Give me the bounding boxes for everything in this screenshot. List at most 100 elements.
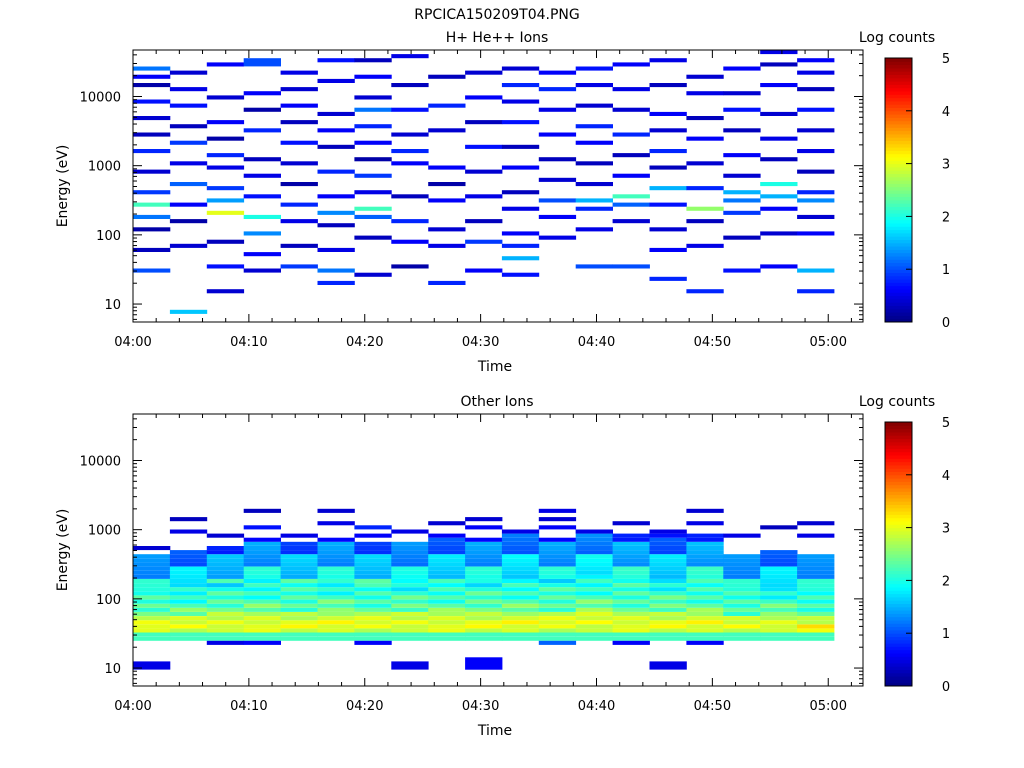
heatmap-cell xyxy=(133,628,171,633)
heatmap-cell xyxy=(133,578,171,583)
heatmap-cell xyxy=(354,272,392,277)
panel-title: H+ He++ Ions xyxy=(446,30,549,46)
colorbar-tick-label: 5 xyxy=(942,52,950,67)
heatmap-cell xyxy=(501,628,540,633)
heatmap-cell xyxy=(317,611,355,616)
heatmap-cell xyxy=(465,595,503,600)
heatmap-cell xyxy=(612,107,650,112)
heatmap-cell xyxy=(538,132,577,137)
heatmap-cell xyxy=(428,624,466,629)
heatmap-cell xyxy=(243,607,281,612)
heatmap-cell xyxy=(575,140,613,145)
heatmap-cell xyxy=(243,636,281,641)
heatmap-cell xyxy=(243,562,281,567)
heatmap-cell xyxy=(243,157,281,162)
heatmap-cell xyxy=(686,603,724,608)
heatmap-cell xyxy=(723,599,761,604)
heatmap-cell xyxy=(649,628,687,633)
heatmap-cell xyxy=(723,190,761,195)
heatmap-cell xyxy=(317,595,355,600)
heatmap-cell xyxy=(391,574,429,579)
heatmap-cell xyxy=(612,632,650,637)
heatmap-cell xyxy=(686,550,724,555)
heatmap-cell xyxy=(354,173,392,178)
heatmap-cell xyxy=(280,541,318,546)
heatmap-cell xyxy=(317,550,355,555)
heatmap-cell xyxy=(723,235,761,240)
heatmap-cell xyxy=(649,533,687,538)
heatmap-cell xyxy=(133,149,171,154)
heatmap-cell xyxy=(797,636,835,641)
colorbar-tick-label: 1 xyxy=(942,263,950,278)
heatmap-cell xyxy=(280,70,318,75)
heatmap-cell xyxy=(797,603,835,608)
heatmap-cell xyxy=(612,62,650,67)
heatmap-cell xyxy=(501,620,540,625)
heatmap-cell xyxy=(723,107,761,112)
heatmap-cell xyxy=(649,603,687,608)
y-axis: 10 100 1000 10000 Energy (eV) xyxy=(55,418,863,684)
heatmap-cell xyxy=(206,566,245,571)
heatmap-cell xyxy=(206,120,245,125)
heatmap-cell xyxy=(169,562,208,567)
heatmap-cell xyxy=(169,595,208,600)
heatmap-cell xyxy=(465,591,503,596)
heatmap-cell xyxy=(723,566,761,571)
heatmap-cell xyxy=(133,570,171,575)
heatmap-cell xyxy=(317,111,355,116)
heatmap-cell xyxy=(428,607,466,612)
heatmap-cell xyxy=(649,607,687,612)
heatmap-cell xyxy=(354,157,392,162)
heatmap-cell xyxy=(169,611,208,616)
heatmap-cell xyxy=(649,276,687,281)
heatmap-cell xyxy=(760,636,798,641)
heatmap-cell xyxy=(169,570,208,575)
heatmap-cell xyxy=(206,558,245,563)
heatmap-cell xyxy=(169,124,208,129)
heatmap-cell xyxy=(428,570,466,575)
heatmap-cell xyxy=(649,227,687,232)
heatmap-cell xyxy=(354,190,392,195)
heatmap-cell xyxy=(354,554,392,559)
heatmap-cell xyxy=(465,194,503,199)
heatmap-cell xyxy=(133,546,171,551)
heatmap-cell xyxy=(760,157,798,162)
heatmap-cell xyxy=(612,620,650,625)
heatmap-cell xyxy=(612,521,650,526)
heatmap-cell xyxy=(428,636,466,641)
heatmap-cell xyxy=(760,591,798,596)
heatmap-cell xyxy=(206,595,245,600)
heatmap-cell xyxy=(612,595,650,600)
heatmap-cell xyxy=(797,554,835,559)
heatmap-cell xyxy=(575,546,613,551)
heatmap-cell xyxy=(391,54,429,59)
heatmap-cell xyxy=(797,562,835,567)
heatmap-cell xyxy=(538,587,577,592)
heatmap-cell xyxy=(243,603,281,608)
heatmap-cell xyxy=(133,620,171,625)
heatmap-cell xyxy=(391,566,429,571)
heatmap-cell xyxy=(280,591,318,596)
heatmap-cell xyxy=(501,537,540,542)
heatmap-cell xyxy=(575,529,613,534)
heatmap-cell xyxy=(575,566,613,571)
heatmap-cell xyxy=(428,611,466,616)
heatmap-cell xyxy=(575,591,613,596)
heatmap-cell xyxy=(428,595,466,600)
heatmap-cell xyxy=(391,562,429,567)
heatmap-cell xyxy=(612,566,650,571)
heatmap-cell xyxy=(538,508,577,513)
heatmap-cell xyxy=(243,173,281,178)
heatmap-cell xyxy=(797,599,835,604)
heatmap-cell xyxy=(206,587,245,592)
y-tick-label: 10 xyxy=(104,298,121,313)
heatmap-cell xyxy=(243,628,281,633)
heatmap-cell xyxy=(428,603,466,608)
heatmap-cell xyxy=(169,616,208,621)
heatmap-cell xyxy=(133,214,171,219)
heatmap-cell xyxy=(206,550,245,555)
heatmap-cell xyxy=(280,620,318,625)
heatmap-cell xyxy=(686,562,724,567)
heatmap-cell xyxy=(501,624,540,629)
heatmap-cell xyxy=(501,603,540,608)
